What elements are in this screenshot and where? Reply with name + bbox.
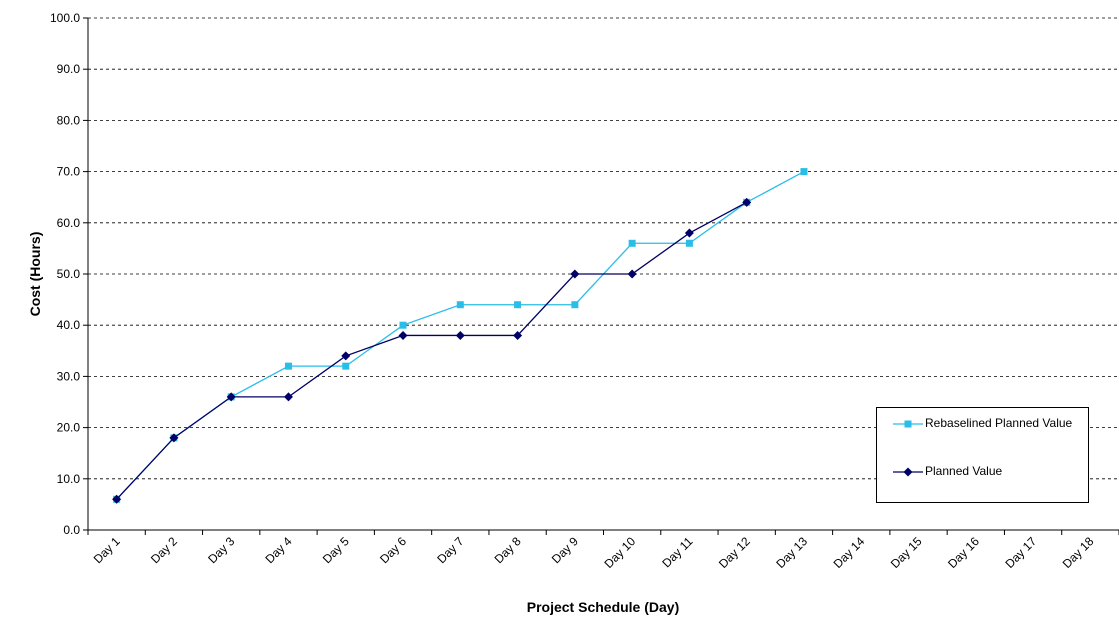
x-tick-label: Day 6 (377, 534, 409, 566)
x-tick-label: Day 3 (205, 534, 237, 566)
x-tick-label: Day 10 (601, 534, 638, 571)
x-tick-label: Day 2 (148, 534, 180, 566)
point (226, 392, 236, 402)
point (112, 494, 122, 504)
y-tick-label: 20.0 (57, 421, 81, 435)
x-tick-label: Day 15 (888, 534, 925, 571)
y-axis-title: Cost (Hours) (27, 232, 43, 317)
legend-label: Rebaselined Planned Value (925, 416, 1073, 430)
point (456, 301, 464, 309)
x-tick-label: Day 13 (773, 534, 810, 571)
y-tick-label: 0.0 (63, 523, 80, 537)
legend-label: Planned Value (925, 464, 1003, 478)
x-tick-label: Day 1 (91, 534, 123, 566)
x-axis-title: Project Schedule (Day) (527, 599, 680, 615)
point (342, 362, 350, 370)
x-tick-label: Day 11 (659, 534, 695, 570)
y-tick-label: 50.0 (57, 267, 81, 281)
y-tick-label: 80.0 (57, 113, 81, 127)
x-tick-label: Day 8 (492, 534, 524, 566)
point (570, 269, 580, 279)
point (742, 197, 752, 207)
point (513, 330, 523, 340)
x-tick-label: Day 9 (549, 534, 581, 566)
legend-item: Rebaselined Planned Value (891, 416, 1085, 432)
point (685, 239, 693, 247)
point (283, 392, 293, 402)
y-tick-label: 60.0 (57, 216, 81, 230)
legend: Rebaselined Planned Value Planned Value (876, 407, 1089, 503)
point (628, 239, 636, 247)
point (169, 433, 179, 443)
y-tick-label: 10.0 (57, 472, 81, 486)
y-tick-label: 100.0 (50, 11, 80, 25)
point (398, 330, 408, 340)
point (627, 269, 637, 279)
legend-item: Planned Value (891, 464, 1085, 480)
point (341, 351, 351, 361)
y-tick-label: 40.0 (57, 318, 81, 332)
y-tick-label: 30.0 (57, 369, 81, 383)
y-tick-label: 90.0 (57, 62, 81, 76)
x-tick-label: Day 16 (945, 534, 982, 571)
x-tick-label: Day 14 (831, 534, 868, 571)
legend-swatch (893, 420, 923, 428)
series-line (116, 201, 748, 500)
x-tick-label: Day 17 (1002, 534, 1039, 571)
point (800, 168, 808, 176)
x-tick-label: Day 5 (320, 534, 352, 566)
point (684, 228, 694, 238)
legend-swatch (893, 467, 923, 477)
point (284, 362, 292, 370)
point (399, 321, 407, 329)
y-tick-label: 70.0 (57, 165, 81, 179)
x-tick-label: Day 7 (434, 534, 466, 566)
point (455, 330, 465, 340)
legend-marker (903, 467, 913, 477)
point (514, 301, 522, 309)
x-tick-label: Day 18 (1060, 534, 1097, 571)
x-tick-label: Day 12 (716, 534, 753, 571)
point (571, 301, 579, 309)
legend-marker (904, 420, 912, 428)
x-tick-label: Day 4 (263, 534, 295, 566)
